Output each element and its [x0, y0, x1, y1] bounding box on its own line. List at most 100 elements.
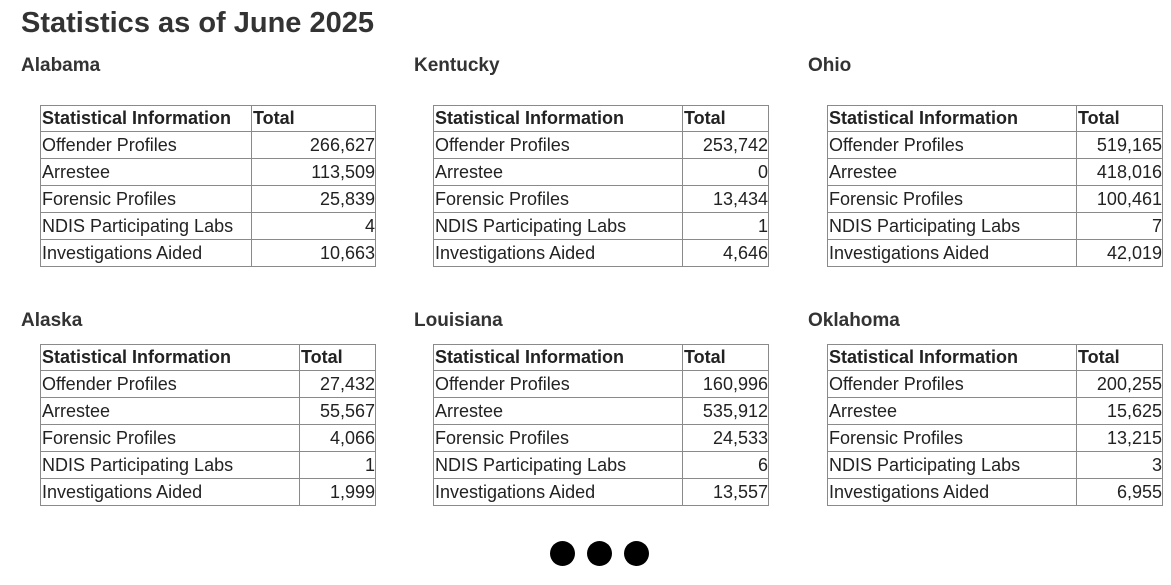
row-total: 253,742 — [682, 131, 769, 159]
row-total: 200,255 — [1076, 370, 1163, 398]
stats-table: Statistical Information Total Offender P… — [40, 344, 376, 506]
row-label: Forensic Profiles — [433, 185, 683, 213]
row-label: Offender Profiles — [827, 131, 1077, 159]
stats-table: Statistical Information Total Offender P… — [827, 344, 1163, 506]
row-total: 1 — [299, 451, 376, 479]
row-total: 1,999 — [299, 478, 376, 506]
header-total: Total — [1076, 344, 1163, 371]
state-block-ohio: Ohio Statistical Information Total Offen… — [808, 55, 1168, 275]
row-total: 1 — [682, 212, 769, 240]
stats-table: Statistical Information Total Offender P… — [827, 105, 1163, 267]
row-label: Forensic Profiles — [40, 424, 300, 452]
row-total: 7 — [1076, 212, 1163, 240]
row-label: Forensic Profiles — [827, 424, 1077, 452]
state-name: Oklahoma — [808, 310, 900, 331]
header-total: Total — [682, 344, 769, 371]
row-total: 27,432 — [299, 370, 376, 398]
row-label: NDIS Participating Labs — [433, 451, 683, 479]
row-label: Arrestee — [40, 397, 300, 425]
row-total: 42,019 — [1076, 239, 1163, 267]
row-label: Forensic Profiles — [827, 185, 1077, 213]
table-row: Arrestee 15,625 — [827, 397, 1163, 425]
pagination-dot-3[interactable] — [624, 541, 649, 566]
row-total: 535,912 — [682, 397, 769, 425]
table-row: Forensic Profiles 100,461 — [827, 185, 1163, 213]
row-label: Investigations Aided — [827, 478, 1077, 506]
state-name: Ohio — [808, 55, 852, 76]
stats-table: Statistical Information Total Offender P… — [433, 344, 769, 506]
table-row: Offender Profiles 253,742 — [433, 131, 769, 159]
row-label: Arrestee — [433, 397, 683, 425]
row-label: Investigations Aided — [827, 239, 1077, 267]
row-total: 24,533 — [682, 424, 769, 452]
state-block-oklahoma: Oklahoma Statistical Information Total O… — [808, 310, 1168, 520]
row-label: Offender Profiles — [40, 370, 300, 398]
table-header-row: Statistical Information Total — [827, 344, 1163, 371]
row-label: Forensic Profiles — [433, 424, 683, 452]
row-total: 13,434 — [682, 185, 769, 213]
state-name: Louisiana — [414, 310, 503, 331]
header-total: Total — [682, 105, 769, 132]
row-label: NDIS Participating Labs — [827, 212, 1077, 240]
row-label: Arrestee — [827, 158, 1077, 186]
row-label: NDIS Participating Labs — [40, 451, 300, 479]
table-row: Offender Profiles 519,165 — [827, 131, 1163, 159]
row-label: Arrestee — [433, 158, 683, 186]
row-total: 15,625 — [1076, 397, 1163, 425]
row-label: Investigations Aided — [433, 478, 683, 506]
table-header-row: Statistical Information Total — [40, 105, 376, 132]
row-label: Offender Profiles — [433, 370, 683, 398]
row-label: NDIS Participating Labs — [433, 212, 683, 240]
table-row: Forensic Profiles 24,533 — [433, 424, 769, 452]
stats-table: Statistical Information Total Offender P… — [40, 105, 376, 267]
table-row: NDIS Participating Labs 1 — [40, 451, 376, 479]
row-total: 418,016 — [1076, 158, 1163, 186]
row-label: Offender Profiles — [40, 131, 252, 159]
pagination-dot-1[interactable] — [550, 541, 575, 566]
row-label: Investigations Aided — [40, 239, 252, 267]
row-total: 519,165 — [1076, 131, 1163, 159]
stats-table: Statistical Information Total Offender P… — [433, 105, 769, 267]
table-row: Offender Profiles 160,996 — [433, 370, 769, 398]
header-statistical-information: Statistical Information — [433, 105, 683, 132]
pagination-dots — [550, 541, 649, 566]
header-statistical-information: Statistical Information — [827, 344, 1077, 371]
row-label: Arrestee — [40, 158, 252, 186]
header-total: Total — [1076, 105, 1163, 132]
row-total: 13,215 — [1076, 424, 1163, 452]
row-label: Offender Profiles — [827, 370, 1077, 398]
row-total: 4,646 — [682, 239, 769, 267]
row-total: 113,509 — [251, 158, 376, 186]
table-row: Arrestee 113,509 — [40, 158, 376, 186]
state-block-louisiana: Louisiana Statistical Information Total … — [414, 310, 774, 520]
table-row: NDIS Participating Labs 3 — [827, 451, 1163, 479]
row-label: NDIS Participating Labs — [827, 451, 1077, 479]
row-total: 3 — [1076, 451, 1163, 479]
state-name: Alaska — [21, 310, 83, 331]
header-total: Total — [299, 344, 376, 371]
header-statistical-information: Statistical Information — [40, 105, 252, 132]
row-total: 55,567 — [299, 397, 376, 425]
header-statistical-information: Statistical Information — [827, 105, 1077, 132]
table-row: Investigations Aided 13,557 — [433, 478, 769, 506]
table-header-row: Statistical Information Total — [827, 105, 1163, 132]
table-row: Forensic Profiles 13,434 — [433, 185, 769, 213]
table-header-row: Statistical Information Total — [433, 344, 769, 371]
row-label: Investigations Aided — [40, 478, 300, 506]
row-total: 6 — [682, 451, 769, 479]
table-row: NDIS Participating Labs 4 — [40, 212, 376, 240]
row-total: 4,066 — [299, 424, 376, 452]
table-row: NDIS Participating Labs 6 — [433, 451, 769, 479]
header-total: Total — [251, 105, 376, 132]
table-row: Offender Profiles 266,627 — [40, 131, 376, 159]
row-label: Investigations Aided — [433, 239, 683, 267]
table-row: Arrestee 0 — [433, 158, 769, 186]
state-name: Alabama — [21, 55, 101, 76]
table-row: Forensic Profiles 25,839 — [40, 185, 376, 213]
row-total: 0 — [682, 158, 769, 186]
state-block-alabama: Alabama Statistical Information Total Of… — [21, 55, 381, 275]
table-row: NDIS Participating Labs 7 — [827, 212, 1163, 240]
pagination-dot-2[interactable] — [587, 541, 612, 566]
row-total: 6,955 — [1076, 478, 1163, 506]
header-statistical-information: Statistical Information — [40, 344, 300, 371]
